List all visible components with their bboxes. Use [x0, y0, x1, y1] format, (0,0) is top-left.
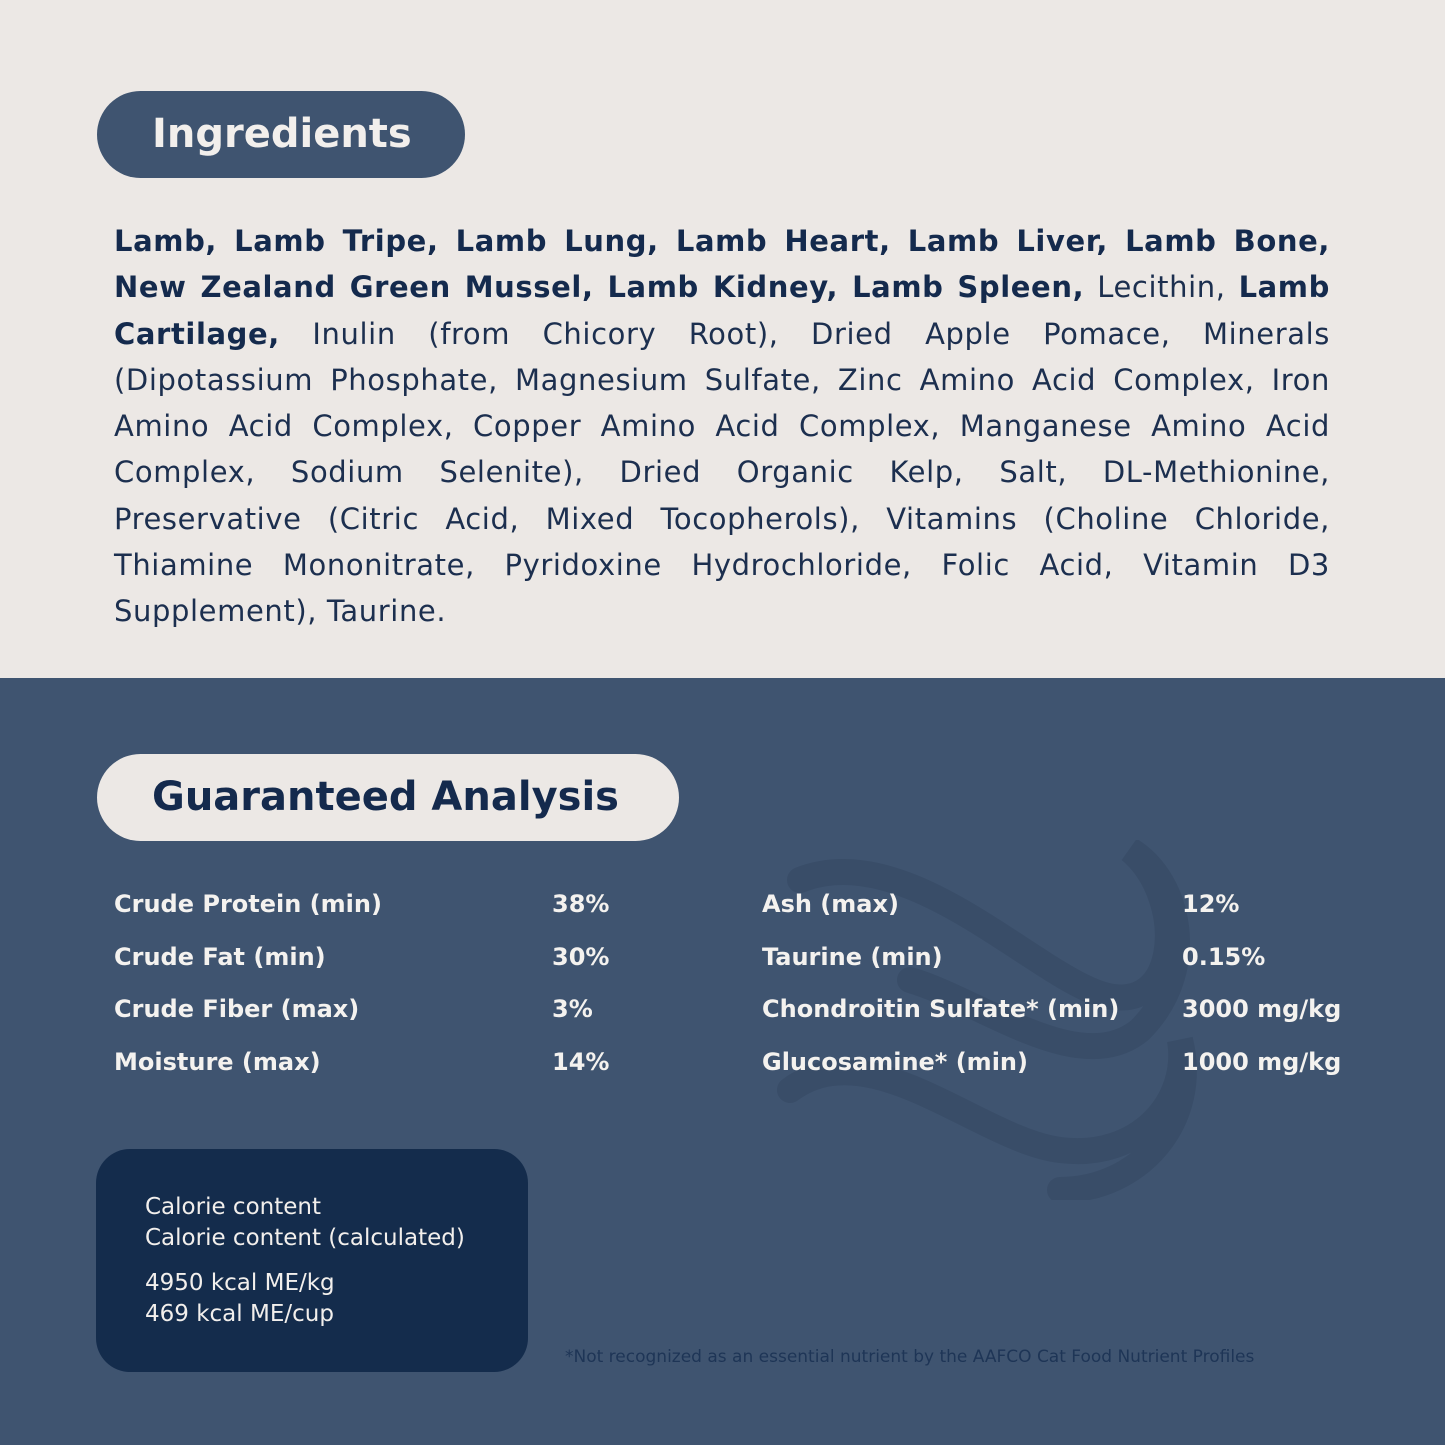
ingredients-section: Ingredients Lamb, Lamb Tripe, Lamb Lung,… [0, 0, 1445, 678]
analysis-label: Ash (max) [762, 890, 899, 918]
ingredient-segment: Lecithin, [1084, 270, 1239, 305]
analysis-label: Taurine (min) [762, 943, 943, 971]
analysis-label: Crude Fiber (max) [114, 995, 360, 1023]
ingredient-segment-bold: Lamb, Lamb Tripe, Lamb Lung, Lamb Heart,… [114, 224, 1330, 305]
analysis-label: Glucosamine* (min) [762, 1048, 1028, 1076]
wave-decoration-icon [777, 840, 1197, 1200]
calorie-label: Calorie content [145, 1194, 321, 1220]
analysis-value: 30% [552, 943, 610, 971]
ingredient-segment: Inulin (from Chicory Root), Dried Apple … [114, 316, 1330, 629]
analysis-value: 38% [552, 890, 610, 918]
analysis-label: Crude Fat (min) [114, 943, 326, 971]
guaranteed-analysis-heading: Guaranteed Analysis [97, 754, 679, 841]
analysis-label: Chondroitin Sulfate* (min) [762, 995, 1120, 1023]
analysis-value: 1000 mg/kg [1182, 1048, 1342, 1076]
analysis-value: 12% [1182, 890, 1240, 918]
analysis-value: 3% [552, 995, 593, 1023]
analysis-value: 3000 mg/kg [1182, 995, 1342, 1023]
calorie-box: Calorie content Calorie content (calcula… [96, 1149, 528, 1372]
calorie-per-kg: 4950 kcal ME/kg [145, 1270, 335, 1296]
ingredients-heading: Ingredients [97, 91, 465, 178]
analysis-value: 0.15% [1182, 943, 1266, 971]
calorie-calculated-label: Calorie content (calculated) [145, 1225, 465, 1251]
ingredient-segment-bold: Lamb Cartilage, [114, 270, 1330, 351]
analysis-value: 14% [552, 1048, 610, 1076]
footnote: *Not recognized as an essential nutrient… [565, 1347, 1255, 1367]
calorie-per-cup: 469 kcal ME/cup [145, 1301, 334, 1327]
analysis-label: Crude Protein (min) [114, 890, 382, 918]
ingredients-text: Lamb, Lamb Tripe, Lamb Lung, Lamb Heart,… [114, 218, 1330, 635]
analysis-label: Moisture (max) [114, 1048, 321, 1076]
